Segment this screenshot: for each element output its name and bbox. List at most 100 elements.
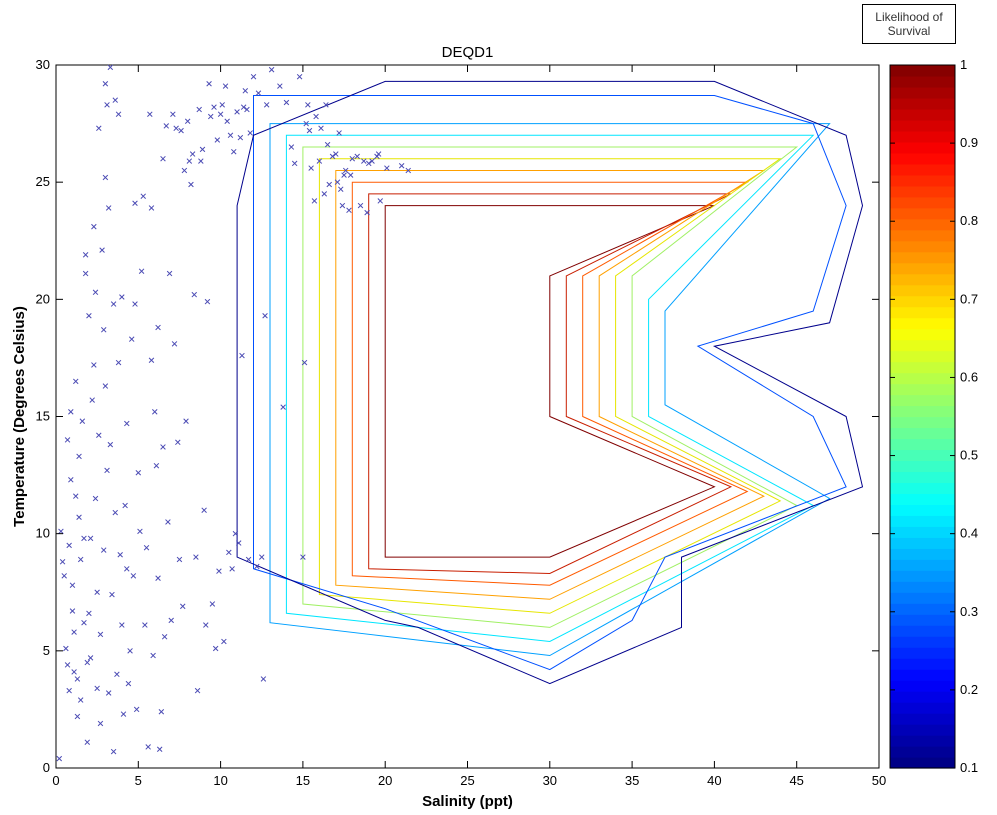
data-point (147, 111, 153, 117)
data-point (124, 420, 130, 427)
data-point (347, 172, 354, 178)
data-point-stroke (183, 418, 189, 424)
data-point-stroke (341, 172, 347, 178)
data-point (219, 102, 225, 108)
data-point (226, 549, 232, 556)
data-point (318, 125, 324, 132)
data-point-stroke (132, 200, 138, 207)
data-point (112, 97, 119, 103)
colorbar-band (890, 273, 955, 286)
data-point-stroke (87, 655, 94, 661)
data-point-stroke (357, 202, 364, 209)
colorbar-band (890, 713, 955, 725)
colorbar-tick-label: 1 (960, 57, 967, 72)
data-point-stroke (354, 153, 360, 160)
data-point (173, 125, 179, 132)
data-point (193, 554, 199, 560)
data-point-stroke (89, 397, 95, 403)
data-point-stroke (112, 97, 119, 103)
data-point (64, 662, 71, 668)
data-point-stroke (61, 573, 67, 579)
data-point-stroke (76, 453, 82, 460)
data-point (105, 690, 112, 696)
data-point-stroke (336, 130, 342, 136)
data-point-stroke (107, 441, 114, 448)
data-point-stroke (145, 744, 151, 750)
data-point-stroke (102, 80, 109, 87)
data-point-stroke (316, 158, 323, 164)
colorbar-band (890, 295, 955, 308)
data-point (354, 153, 360, 160)
data-point (145, 744, 151, 750)
data-point (224, 118, 230, 124)
data-point-stroke (231, 148, 237, 155)
data-point (94, 589, 100, 596)
data-point (124, 566, 130, 572)
data-point-stroke (86, 312, 92, 319)
data-point (163, 123, 170, 129)
x-tick-label: 10 (213, 773, 227, 788)
data-point (82, 270, 89, 277)
data-point (114, 671, 120, 678)
data-point (69, 582, 76, 588)
data-point-stroke (138, 268, 145, 274)
data-point-stroke (221, 638, 227, 645)
data-point (207, 113, 214, 120)
data-point-stroke (143, 544, 150, 551)
data-point (96, 125, 102, 132)
data-point (110, 301, 117, 307)
data-point-stroke (347, 172, 354, 178)
data-point-stroke (115, 359, 122, 366)
data-point-stroke (56, 755, 63, 762)
data-point-stroke (260, 676, 267, 682)
colorbar-band (890, 119, 955, 132)
data-point-stroke (194, 687, 201, 694)
data-point-stroke (69, 582, 76, 588)
data-point-stroke (71, 669, 77, 675)
colorbar-band (890, 262, 955, 275)
data-point-stroke (125, 680, 132, 687)
data-point (239, 352, 245, 359)
colorbar-band (890, 317, 955, 330)
data-point (216, 568, 222, 574)
data-point-stroke (405, 167, 411, 174)
data-point (326, 181, 332, 188)
data-point-stroke (237, 134, 244, 141)
contour-line-1 (384, 205, 716, 558)
data-point-stroke (64, 662, 71, 668)
data-point (296, 73, 303, 80)
colorbar-tick-label: 0.9 (960, 135, 978, 150)
data-point-stroke (76, 514, 82, 521)
data-point (104, 467, 110, 474)
data-point (160, 444, 166, 450)
x-tick-label: 25 (460, 773, 474, 788)
data-point-stroke (127, 648, 133, 654)
colorbar-header-line1: Likelihood of (875, 10, 943, 24)
data-point (148, 205, 155, 211)
x-tick-label: 0 (52, 773, 59, 788)
data-point-stroke (296, 73, 303, 80)
data-point-stroke (148, 357, 155, 364)
colorbar-band (890, 559, 955, 571)
data-point (316, 158, 323, 164)
colorbar-band (890, 493, 955, 505)
data-point-stroke (91, 223, 97, 230)
data-point (234, 109, 240, 115)
data-point-stroke (398, 163, 405, 169)
data-point (166, 270, 173, 277)
colorbar-band (890, 515, 955, 527)
colorbar-band (890, 339, 955, 352)
data-point-stroke (133, 706, 140, 713)
data-point (155, 324, 161, 331)
data-point (107, 441, 114, 448)
data-point (349, 155, 356, 162)
colorbar-band (890, 152, 955, 165)
data-point (160, 155, 166, 162)
data-point-stroke (377, 198, 384, 204)
data-point (222, 83, 229, 89)
data-point-stroke (77, 556, 84, 563)
data-point-stroke (300, 554, 306, 560)
data-point-stroke (308, 165, 314, 171)
data-point-stroke (212, 645, 219, 652)
data-point-stroke (209, 601, 216, 607)
